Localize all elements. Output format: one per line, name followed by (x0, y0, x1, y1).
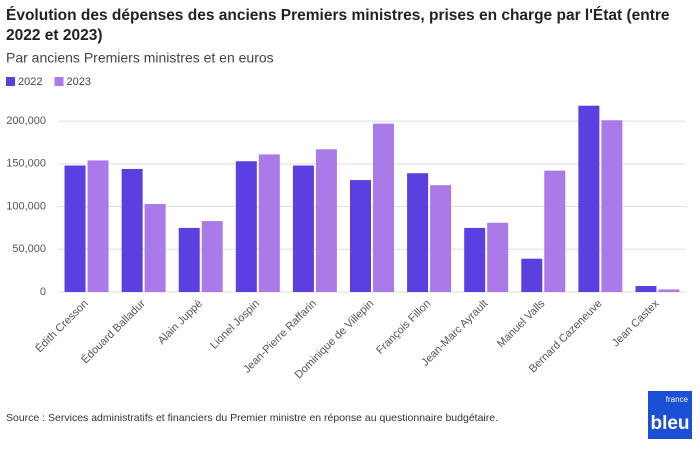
bar (544, 170, 566, 292)
bar (64, 165, 86, 292)
bar (373, 123, 394, 293)
bar (315, 149, 337, 292)
bar (258, 154, 280, 292)
source: Source : Services administratifs et fina… (6, 412, 498, 424)
x-tick-label: Manuel Valls (495, 297, 548, 350)
y-tick-label: 50,000 (12, 243, 46, 255)
bar (235, 161, 257, 292)
bar (121, 168, 143, 292)
chart-title: Évolution des dépenses des anciens Premi… (6, 7, 670, 24)
bar (144, 203, 166, 292)
logo-box (648, 391, 692, 439)
bar (521, 258, 543, 292)
bar (658, 289, 680, 292)
bar (601, 120, 623, 293)
bar (178, 227, 200, 292)
legend-swatch (6, 77, 15, 86)
bar (578, 105, 600, 292)
x-tick-label: Lionel Jospin (208, 298, 262, 352)
chart-subtitle: Par anciens Premiers ministres et en eur… (6, 50, 274, 66)
y-tick-label: 150,000 (6, 158, 46, 170)
bar (635, 286, 657, 292)
bar (464, 227, 486, 292)
y-tick-label: 0 (40, 286, 46, 298)
logo-text: bleu (650, 413, 689, 434)
bar (407, 173, 429, 292)
y-tick-label: 200,000 (6, 115, 46, 127)
legend-swatch (54, 77, 64, 86)
bar (201, 221, 223, 292)
logo-text: france (666, 395, 689, 404)
bar (87, 160, 109, 292)
x-tick-label: Jean Castex (610, 297, 662, 349)
legend-label: 2023 (66, 76, 90, 88)
x-tick-label: Édith Cresson (33, 297, 91, 355)
chart-title: 2022 et 2023) (6, 27, 103, 44)
bar (487, 222, 509, 292)
bar (430, 185, 452, 292)
x-tick-label: François Fillon (374, 298, 433, 357)
y-tick-label: 100,000 (6, 200, 46, 212)
legend-label: 2022 (18, 76, 42, 88)
bar (350, 180, 371, 292)
x-tick-label: Alain Juppé (156, 298, 205, 347)
bar (292, 165, 314, 292)
